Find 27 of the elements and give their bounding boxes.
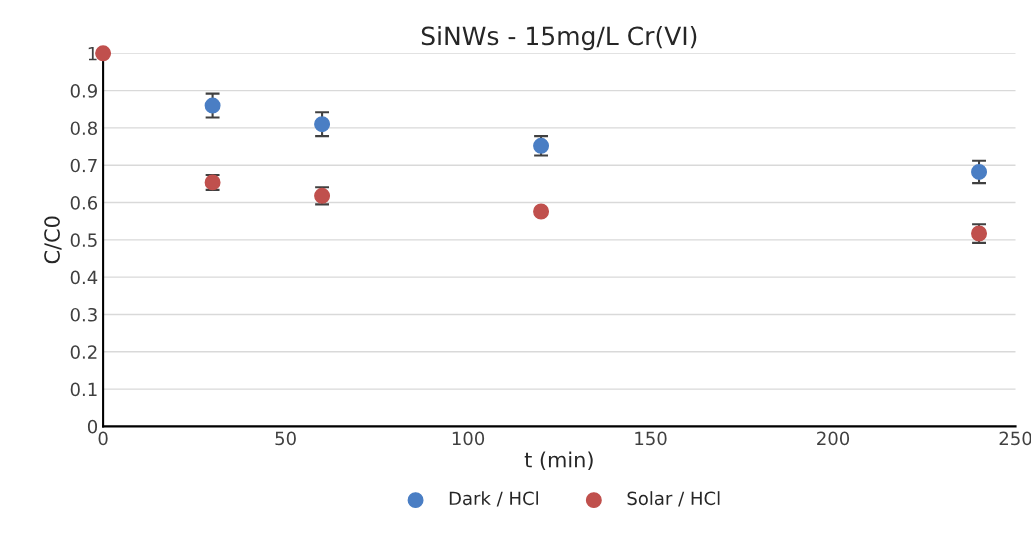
y-tick-label: 0.9 — [70, 84, 97, 98]
x-tick-label: 50 — [275, 431, 296, 446]
x-tick-label: 100 — [452, 431, 485, 446]
legend-label: Solar / HCl — [627, 491, 720, 507]
y-tick-label: 0.7 — [70, 158, 97, 173]
y-axis-title: C/C0 — [44, 216, 62, 264]
point — [533, 203, 550, 220]
y-tick-label: 1 — [88, 47, 97, 61]
y-tick-label: 0.4 — [70, 270, 98, 285]
y-tick-label: 0.3 — [70, 307, 97, 322]
x-tick-label: 0 — [98, 431, 108, 446]
point — [95, 45, 112, 62]
point — [971, 163, 988, 180]
x-tick-label: 150 — [635, 431, 667, 446]
y-tick-label: 0.2 — [70, 345, 97, 359]
y-tick-label: 0.5 — [70, 233, 97, 247]
y-tick-label: 0.6 — [70, 196, 98, 210]
legend-label: Dark / HCl — [449, 491, 538, 507]
x-tick-label: 250 — [999, 431, 1031, 446]
point — [204, 97, 221, 114]
point — [314, 116, 331, 133]
y-tick-label: 0.1 — [70, 382, 97, 397]
x-tick-label: 200 — [817, 431, 850, 446]
x-axis-title: t (min) — [524, 451, 593, 471]
y-tick-label: 0.8 — [70, 121, 97, 136]
chart-title: SiNWs - 15mg/L Cr(VI) — [421, 25, 697, 51]
y-tick-label: 0 — [87, 419, 98, 434]
